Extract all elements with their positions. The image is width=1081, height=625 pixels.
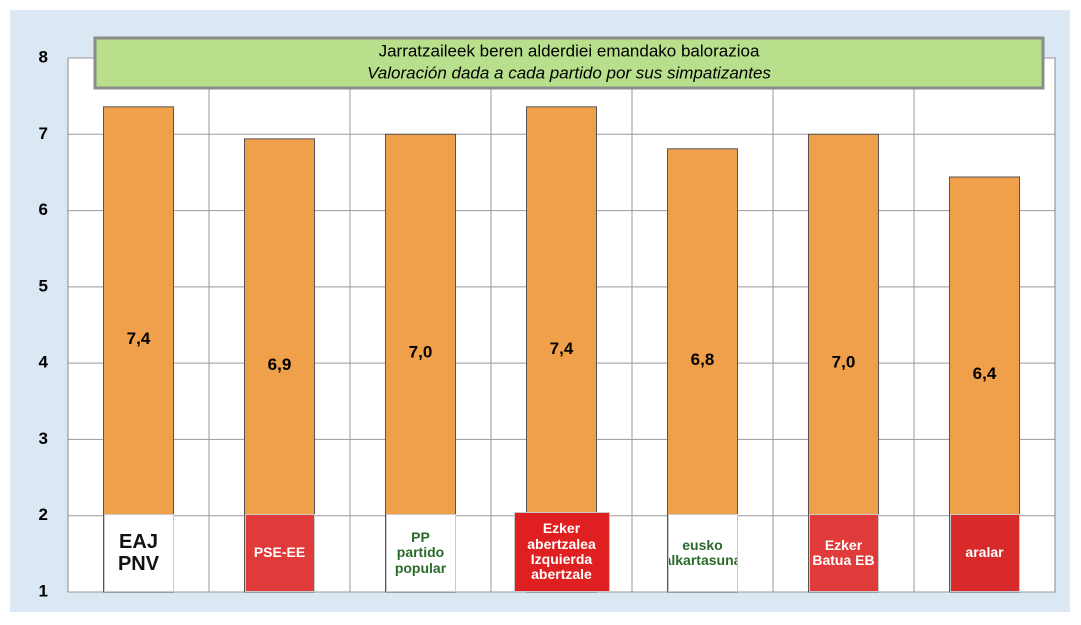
- title-box: [93, 36, 1045, 90]
- data-label: 6,9: [268, 355, 292, 374]
- party-logo: PP partido popular: [385, 514, 456, 592]
- y-tick-label: 2: [39, 505, 48, 524]
- party-logo: EAJ PNV: [103, 514, 174, 592]
- data-label: 6,8: [691, 350, 715, 369]
- party-logo: eusko alkartasuna: [667, 514, 738, 592]
- y-tick-label: 6: [39, 200, 48, 219]
- y-tick-label: 5: [39, 276, 48, 295]
- y-tick-label: 3: [39, 429, 48, 448]
- chart-subtitle: Valoración dada a cada partido por sus s…: [367, 63, 771, 82]
- bar: [526, 106, 597, 593]
- chart-title: Jarratzaileek beren alderdiei emandako b…: [379, 41, 760, 60]
- party-logo: Ezker abertzalea Izquierda abertzale: [513, 512, 610, 592]
- y-tick-label: 8: [39, 47, 48, 66]
- party-logo: Ezker Batua EB: [808, 514, 879, 592]
- data-label: 7,0: [832, 353, 856, 372]
- data-label: 6,4: [973, 364, 997, 383]
- party-logo: aralar: [949, 514, 1020, 592]
- data-label: 7,4: [127, 329, 151, 348]
- data-label: 7,0: [409, 343, 433, 362]
- y-tick-label: 7: [39, 124, 48, 143]
- y-tick-label: 4: [39, 353, 49, 372]
- y-tick-label: 1: [39, 581, 48, 600]
- bar: [103, 106, 174, 593]
- data-label: 7,4: [550, 339, 574, 358]
- party-logo: PSE-EE: [244, 514, 315, 592]
